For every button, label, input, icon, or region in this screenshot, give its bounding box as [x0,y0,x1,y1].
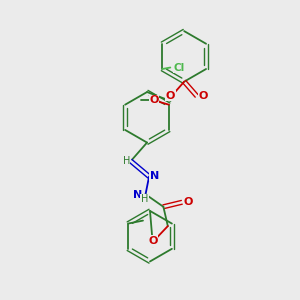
Text: H: H [141,194,148,204]
Text: O: O [183,197,192,207]
Text: O: O [199,91,208,101]
Text: O: O [148,236,158,246]
Text: O: O [149,95,159,105]
Text: O: O [166,91,175,101]
Text: H: H [122,156,130,166]
Text: N: N [134,190,143,200]
Text: N: N [149,171,159,181]
Text: Cl: Cl [173,62,184,73]
